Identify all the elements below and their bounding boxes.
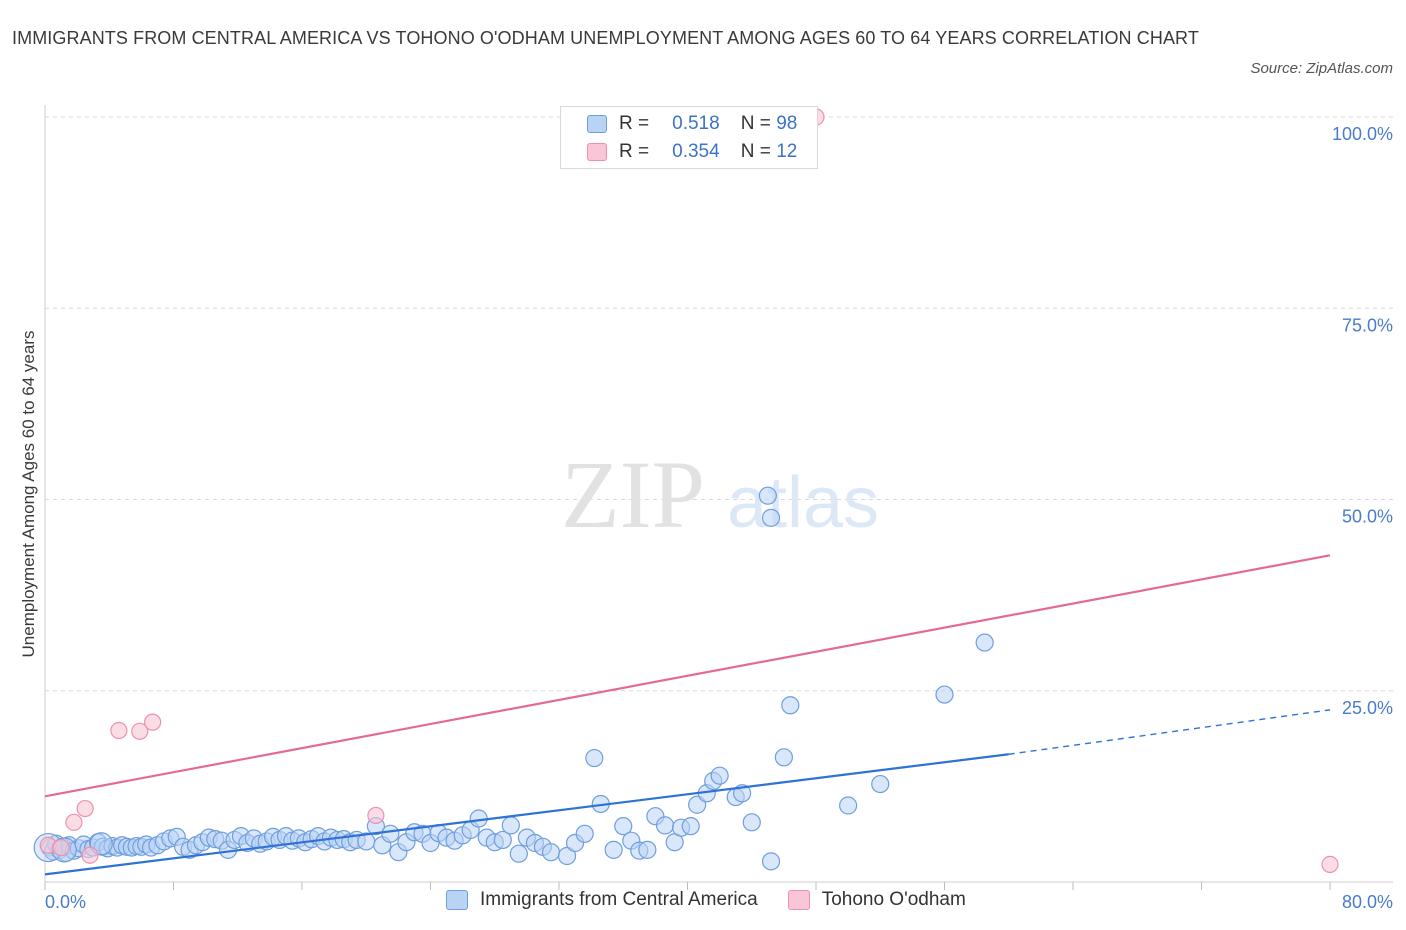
- data-point: [935, 685, 954, 704]
- legend-row-tohono: R = 0.354 N = 12: [587, 140, 797, 164]
- data-point: [509, 844, 528, 863]
- data-point: [1321, 855, 1339, 874]
- data-point: [781, 696, 800, 715]
- data-point: [614, 817, 633, 836]
- data-point: [144, 713, 162, 731]
- legend-item-central-america[interactable]: Immigrants from Central America: [446, 889, 758, 911]
- x-tick-label: 0.0%: [45, 892, 86, 912]
- data-point: [81, 846, 99, 864]
- legend-item-tohono[interactable]: Tohono O'odham: [787, 889, 966, 911]
- data-point: [501, 816, 520, 835]
- y-tick-label: 25.0%: [1342, 698, 1393, 718]
- legend-row-central-america: R = 0.518 N = 98: [587, 112, 797, 136]
- data-point: [604, 840, 623, 859]
- data-point: [76, 799, 94, 818]
- x-tick-label: 80.0%: [1342, 892, 1393, 912]
- data-point: [381, 824, 400, 843]
- data-point: [871, 774, 890, 794]
- legend-label-central-america: Immigrants from Central America: [480, 889, 758, 910]
- legend-n-value: 12: [776, 141, 798, 162]
- y-tick-label: 75.0%: [1342, 315, 1393, 335]
- legend-r-label: R =: [619, 113, 650, 134]
- data-point: [681, 817, 700, 836]
- data-point: [742, 813, 761, 832]
- legend-n-label: N =: [740, 141, 771, 162]
- legend-r-label: R =: [619, 141, 650, 162]
- data-point: [367, 806, 385, 825]
- series-central-america-points: [33, 486, 994, 871]
- y-tick-label: 50.0%: [1342, 507, 1393, 527]
- data-point: [110, 721, 128, 740]
- series-tohono-points: [39, 108, 1339, 874]
- legend-r-value: 0.518: [672, 113, 720, 134]
- data-point: [52, 838, 70, 857]
- legend-swatch-blue: [587, 115, 607, 133]
- data-point: [758, 486, 777, 505]
- legend-n-value: 98: [776, 113, 798, 134]
- source-label: Source: ZipAtlas.com: [1250, 60, 1393, 77]
- legend-n-label: N =: [740, 113, 771, 134]
- data-point: [575, 824, 594, 843]
- trendline-tohono: [44, 554, 1331, 798]
- legend-r-value: 0.354: [672, 141, 720, 162]
- y-tick-label: 100.0%: [1332, 124, 1393, 144]
- y-axis-label: Unemployment Among Ages 60 to 64 years: [19, 331, 38, 658]
- data-point: [774, 748, 793, 767]
- watermark: ZIP atlas: [561, 441, 879, 548]
- data-point: [761, 508, 781, 527]
- data-point: [585, 748, 604, 768]
- trendline-central-america: [44, 753, 1009, 876]
- data-point: [65, 813, 83, 831]
- legend-label-tohono: Tohono O'odham: [821, 889, 966, 910]
- tick-labels: 25.0% 50.0% 75.0% 100.0% 0.0% 80.0%: [45, 124, 1393, 912]
- data-point: [761, 852, 781, 871]
- watermark-zip: ZIP: [561, 441, 705, 548]
- data-point: [557, 846, 577, 866]
- data-point: [493, 830, 512, 850]
- axes: [44, 105, 1393, 890]
- data-point: [839, 796, 858, 815]
- trendlines: [44, 554, 1331, 876]
- data-point: [541, 843, 561, 862]
- bottom-legend: Immigrants from Central America Tohono O…: [446, 889, 996, 911]
- data-point: [710, 766, 729, 785]
- data-point: [655, 816, 675, 835]
- gridlines: [45, 116, 1393, 692]
- data-point: [131, 722, 149, 740]
- data-point: [975, 633, 994, 652]
- legend-swatch-blue: [446, 890, 468, 910]
- legend-box: R = 0.518 N = 98 R = 0.354 N = 12: [560, 106, 818, 169]
- data-point: [638, 840, 657, 859]
- trendline-central-america-extension: [1008, 709, 1331, 755]
- chart-title: IMMIGRANTS FROM CENTRAL AMERICA VS TOHON…: [12, 28, 1199, 48]
- watermark-atlas: atlas: [727, 463, 879, 543]
- legend-swatch-pink: [787, 890, 810, 910]
- legend-swatch-pink: [587, 143, 607, 161]
